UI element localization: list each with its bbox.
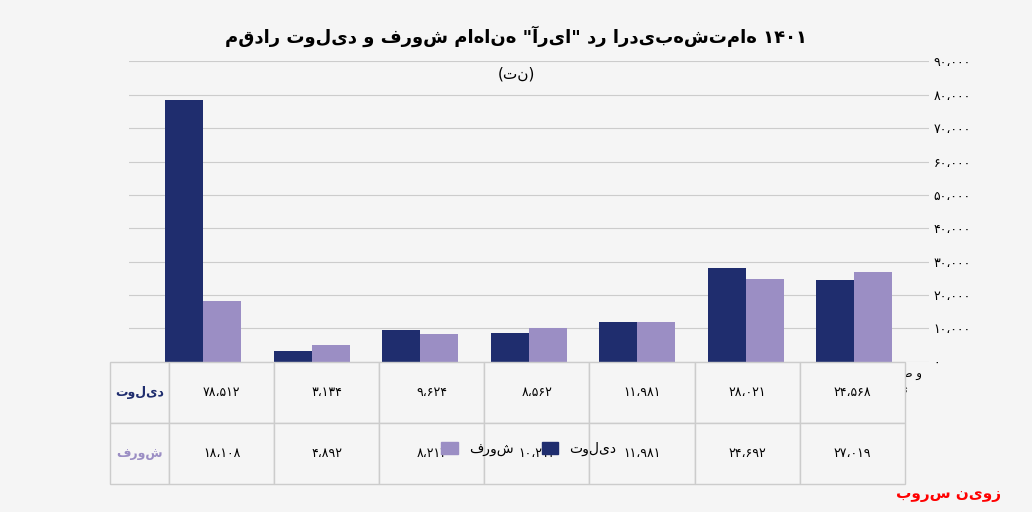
Bar: [746, 280, 784, 362]
Bar: [816, 280, 854, 362]
Bar: [203, 302, 241, 362]
Bar: [491, 333, 529, 362]
Bar: [708, 268, 746, 362]
Bar: [383, 330, 420, 362]
Bar: [420, 334, 458, 362]
Text: مقدار تولید و فروش ماهانه "آریا" در اردیبهشتماه ۱۴۰۱: مقدار تولید و فروش ماهانه "آریا" در اردی…: [225, 26, 807, 47]
Bar: [312, 346, 350, 362]
Bar: [165, 100, 203, 362]
Bar: [600, 322, 638, 362]
Bar: [638, 322, 675, 362]
Legend: فروش, تولید: فروش, تولید: [434, 435, 623, 463]
Bar: [854, 272, 893, 362]
Text: بورس نیوز: بورس نیوز: [896, 487, 1001, 502]
Bar: [529, 328, 567, 362]
Text: (تن): (تن): [497, 67, 535, 81]
Bar: [273, 351, 312, 362]
